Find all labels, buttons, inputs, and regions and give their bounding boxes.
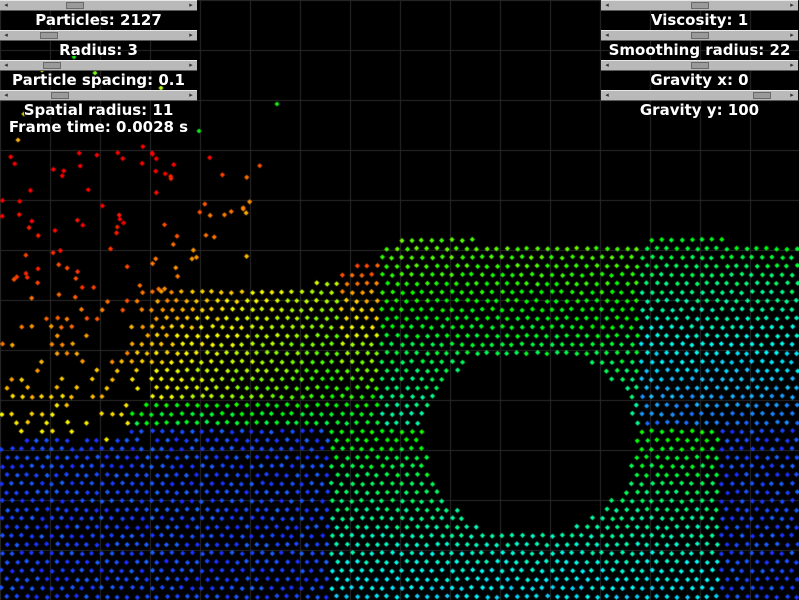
gravity-y-label: Gravity y: 100 xyxy=(639,101,760,119)
arrow-left-icon[interactable]: ◂ xyxy=(4,1,8,9)
particles-slider-thumb[interactable] xyxy=(66,2,85,9)
particle-spacing-slider-thumb[interactable] xyxy=(43,62,61,69)
frame-time-label: Frame time: 0.0028 s xyxy=(8,118,189,136)
smoothing-radius-slider[interactable]: ◂ ▸ xyxy=(601,30,798,41)
arrow-left-icon[interactable]: ◂ xyxy=(4,31,8,39)
gravity-y-slider[interactable]: ◂ ▸ xyxy=(601,90,798,101)
arrow-right-icon[interactable]: ▸ xyxy=(790,91,794,99)
arrow-right-icon[interactable]: ▸ xyxy=(189,61,193,69)
viscosity-slider-thumb[interactable] xyxy=(690,2,709,9)
arrow-left-icon[interactable]: ◂ xyxy=(605,91,609,99)
gravity-y-slider-thumb[interactable] xyxy=(752,92,771,99)
gravity-x-label: Gravity x: 0 xyxy=(650,71,749,89)
arrow-right-icon[interactable]: ▸ xyxy=(189,31,193,39)
arrow-left-icon[interactable]: ◂ xyxy=(605,61,609,69)
arrow-right-icon[interactable]: ▸ xyxy=(790,61,794,69)
arrow-right-icon[interactable]: ▸ xyxy=(189,1,193,9)
arrow-right-icon[interactable]: ▸ xyxy=(790,31,794,39)
right-control-panel: ◂ ▸ Viscosity: 1 ◂ ▸ Smoothing radius: 2… xyxy=(601,0,798,120)
arrow-left-icon[interactable]: ◂ xyxy=(605,31,609,39)
viscosity-slider[interactable]: ◂ ▸ xyxy=(601,0,798,11)
particles-label: Particles: 2127 xyxy=(35,11,162,29)
left-control-panel: ◂ ▸ Particles: 2127 ◂ ▸ Radius: 3 ◂ ▸ Pa… xyxy=(0,0,197,120)
smoothing-radius-label: Smoothing radius: 22 xyxy=(608,41,791,59)
arrow-left-icon[interactable]: ◂ xyxy=(4,61,8,69)
arrow-right-icon[interactable]: ▸ xyxy=(790,1,794,9)
spatial-radius-label: Spatial radius: 11 xyxy=(23,101,174,119)
particle-spacing-label: Particle spacing: 0.1 xyxy=(12,71,185,89)
radius-slider[interactable]: ◂ ▸ xyxy=(0,30,197,41)
gravity-x-slider-thumb[interactable] xyxy=(690,62,709,69)
smoothing-radius-slider-thumb[interactable] xyxy=(690,32,709,39)
arrow-left-icon[interactable]: ◂ xyxy=(605,1,609,9)
particle-spacing-slider[interactable]: ◂ ▸ xyxy=(0,60,197,71)
viscosity-label: Viscosity: 1 xyxy=(650,11,749,29)
spatial-radius-slider[interactable]: ◂ ▸ xyxy=(0,90,197,101)
gravity-x-slider[interactable]: ◂ ▸ xyxy=(601,60,798,71)
spatial-radius-slider-thumb[interactable] xyxy=(50,92,69,99)
arrow-left-icon[interactable]: ◂ xyxy=(4,91,8,99)
arrow-right-icon[interactable]: ▸ xyxy=(189,91,193,99)
particles-slider[interactable]: ◂ ▸ xyxy=(0,0,197,11)
radius-slider-thumb[interactable] xyxy=(39,32,58,39)
radius-label: Radius: 3 xyxy=(59,41,138,59)
